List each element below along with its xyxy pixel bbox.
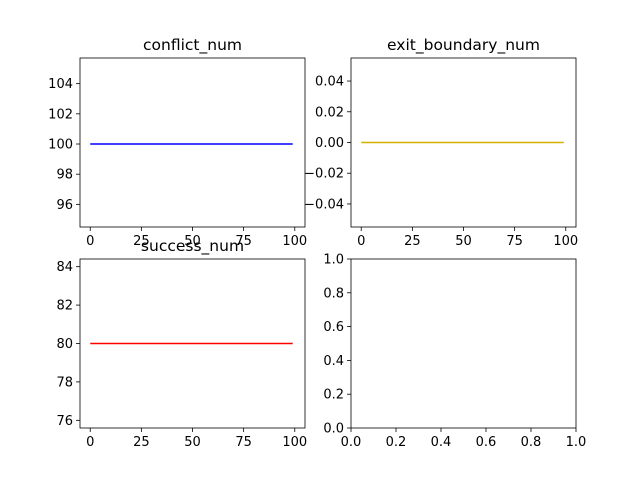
y-tick-label: 100 xyxy=(48,138,73,153)
axes-frame xyxy=(350,258,577,429)
x-tick-label: 75 xyxy=(506,234,523,249)
y-tick-label: −0.02 xyxy=(304,167,344,182)
subplot-1: 0 25 50 75 100 96 98 100 102 104 xyxy=(48,57,307,249)
x-tick-label: 0.4 xyxy=(431,435,452,450)
x-tick-label: 0 xyxy=(86,234,94,249)
subplot-4: 0.0 0.2 0.4 0.6 0.8 1.0 0.0 0.2 0.4 0.6 0.8 1.0 xyxy=(323,253,586,451)
x-tick-label: 100 xyxy=(282,234,307,249)
x-tick-label: 0.2 xyxy=(386,435,407,450)
subplot-3: 0 25 50 75 100 76 78 80 82 84 xyxy=(56,258,307,450)
y-tick-label: 84 xyxy=(56,260,73,275)
y-tick-label: 104 xyxy=(48,77,73,92)
x-tick-label: 0.8 xyxy=(521,435,542,450)
x-tick-label: 0 xyxy=(86,435,94,450)
x-tick-label: 25 xyxy=(133,435,150,450)
y-tick-label: 0.8 xyxy=(323,286,344,301)
y-tick-label: 96 xyxy=(56,198,73,213)
y-tick-label: 0.0 xyxy=(323,422,344,437)
y-tick-label: 0.00 xyxy=(315,136,344,151)
x-tick-label: 75 xyxy=(235,435,252,450)
x-tick-label: 50 xyxy=(184,234,201,249)
y-tick-label: 0.2 xyxy=(323,388,344,403)
y-tick-label: −0.04 xyxy=(304,197,344,212)
x-tick-label: 75 xyxy=(235,234,252,249)
x-tick-label: 50 xyxy=(455,234,472,249)
y-tick-label: 82 xyxy=(56,299,73,314)
y-tick-label: 1.0 xyxy=(323,253,344,268)
y-tick-label: 0.02 xyxy=(315,105,344,120)
subplot-title: exit_boundary_num xyxy=(387,36,540,55)
y-tick-label: 0.04 xyxy=(315,75,344,90)
x-tick-label: 100 xyxy=(282,435,307,450)
y-tick-label: 80 xyxy=(56,337,73,352)
subplot-2: 0 25 50 75 100 −0.04 −0.02 0.00 0.02 0.04 xyxy=(304,57,578,249)
x-tick-label: 25 xyxy=(133,234,150,249)
y-tick-label: 0.6 xyxy=(323,320,344,335)
x-tick-label: 25 xyxy=(404,234,421,249)
x-tick-label: 0.0 xyxy=(341,435,362,450)
y-tick-label: 98 xyxy=(56,168,73,183)
y-tick-label: 76 xyxy=(56,414,73,429)
subplot-title: success_num xyxy=(141,237,244,256)
y-tick-label: 78 xyxy=(56,375,73,390)
subplot-title: conflict_num xyxy=(143,36,242,55)
y-tick-label: 0.4 xyxy=(323,354,344,369)
y-tick-label: 102 xyxy=(48,107,73,122)
axes-frame xyxy=(79,57,306,228)
x-tick-label: 100 xyxy=(553,234,578,249)
x-tick-label: 0 xyxy=(357,234,365,249)
x-tick-label: 0.6 xyxy=(476,435,497,450)
x-tick-label: 1.0 xyxy=(566,435,587,450)
x-tick-label: 50 xyxy=(184,435,201,450)
